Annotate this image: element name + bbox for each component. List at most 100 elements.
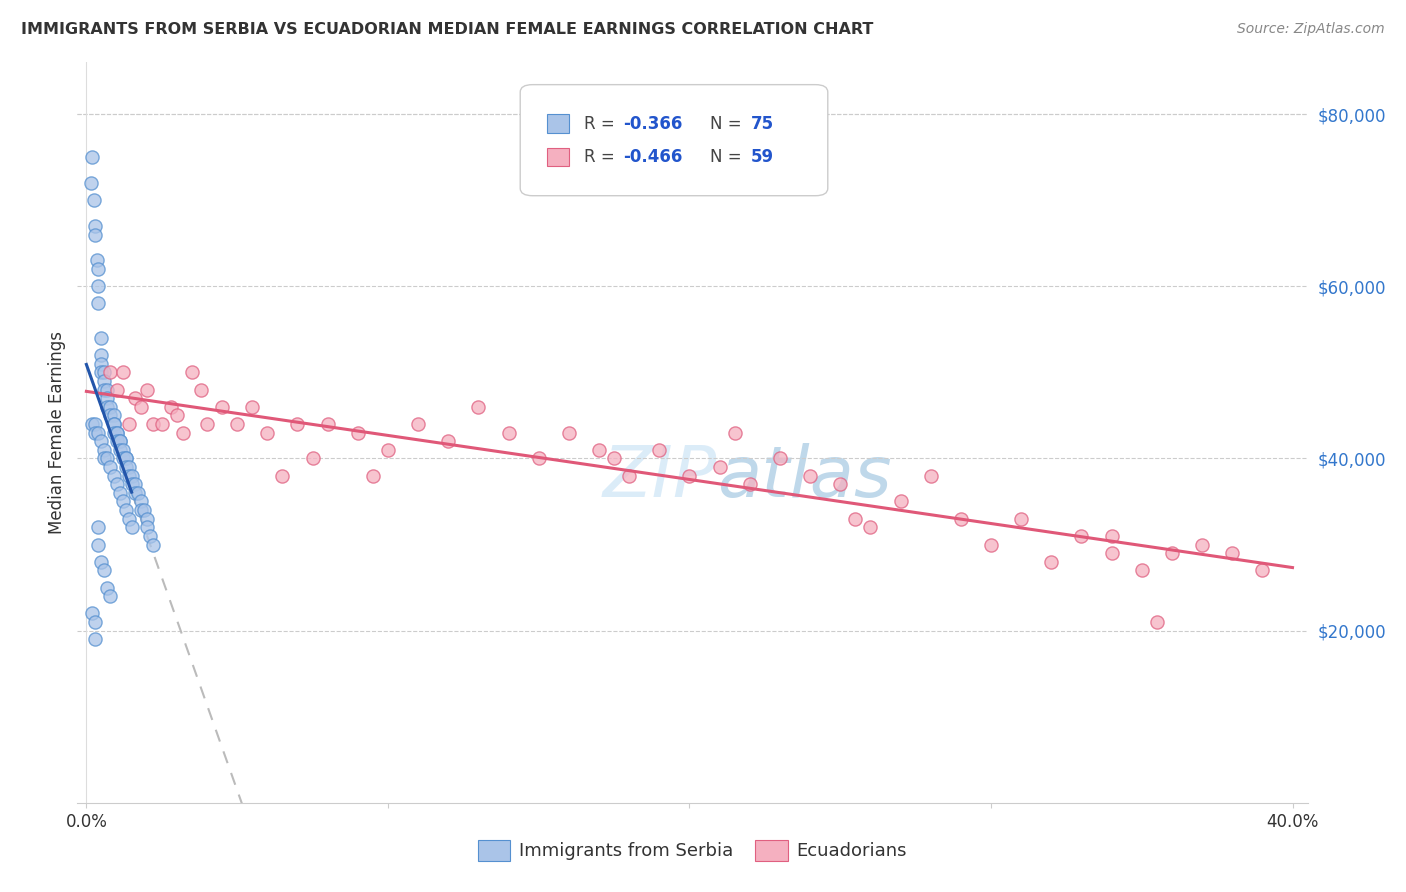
Point: [105, 425, 128, 440]
Point: [121, 477, 143, 491]
Point: [138, 529, 160, 543]
Point: [100, 409, 122, 423]
Text: R =: R =: [583, 114, 620, 133]
Point: [87, 537, 110, 551]
Point: [96, 383, 118, 397]
Point: [108, 434, 131, 449]
Point: [93, 563, 115, 577]
Point: [90, 555, 112, 569]
Point: [90, 348, 112, 362]
Point: [190, 383, 212, 397]
Point: [114, 451, 136, 466]
Point: [558, 425, 581, 440]
Point: [588, 442, 610, 457]
FancyBboxPatch shape: [520, 85, 828, 195]
Point: [271, 468, 294, 483]
Point: [111, 451, 134, 466]
Y-axis label: Median Female Earnings: Median Female Earnings: [48, 331, 66, 534]
Point: [129, 400, 152, 414]
Point: [87, 296, 110, 310]
Point: [108, 434, 131, 449]
Point: [84, 425, 107, 440]
Point: [100, 400, 122, 414]
Point: [799, 468, 821, 483]
Point: [87, 520, 110, 534]
Point: [377, 442, 399, 457]
Point: [103, 409, 125, 423]
Point: [127, 486, 149, 500]
Point: [949, 512, 972, 526]
Point: [166, 409, 188, 423]
Point: [96, 400, 118, 414]
Text: R =: R =: [583, 148, 620, 166]
Point: [406, 417, 429, 431]
Point: [84, 632, 107, 647]
Point: [1191, 537, 1213, 551]
Point: [180, 365, 202, 379]
Point: [738, 477, 761, 491]
Point: [114, 451, 136, 466]
Point: [1160, 546, 1182, 560]
Point: [84, 219, 107, 233]
Point: [93, 365, 115, 379]
Text: Source: ZipAtlas.com: Source: ZipAtlas.com: [1237, 22, 1385, 37]
Point: [1146, 615, 1168, 629]
Text: 59: 59: [751, 148, 775, 166]
Point: [256, 425, 278, 440]
Point: [111, 442, 134, 457]
Point: [108, 442, 131, 457]
Point: [93, 451, 115, 466]
Point: [346, 425, 368, 440]
Point: [1251, 563, 1274, 577]
Point: [124, 486, 146, 500]
Legend: Immigrants from Serbia, Ecuadorians: Immigrants from Serbia, Ecuadorians: [471, 832, 914, 868]
Point: [124, 391, 146, 405]
Point: [105, 383, 128, 397]
Point: [527, 451, 550, 466]
Point: [889, 494, 911, 508]
Point: [96, 451, 118, 466]
Point: [80, 176, 103, 190]
Point: [93, 374, 115, 388]
Point: [301, 451, 323, 466]
Point: [100, 589, 122, 603]
Point: [603, 451, 626, 466]
Point: [103, 468, 125, 483]
Point: [1010, 512, 1032, 526]
Point: [859, 520, 882, 534]
Point: [114, 503, 136, 517]
Point: [132, 503, 155, 517]
Text: 75: 75: [751, 114, 775, 133]
Point: [1040, 555, 1063, 569]
Point: [769, 451, 792, 466]
Text: ZIP: ZIP: [603, 442, 717, 511]
Point: [240, 400, 263, 414]
Point: [135, 520, 157, 534]
Text: N =: N =: [710, 148, 747, 166]
Point: [678, 468, 700, 483]
Point: [1101, 546, 1123, 560]
Point: [86, 253, 108, 268]
Point: [111, 494, 134, 508]
Point: [90, 357, 112, 371]
Point: [93, 383, 115, 397]
Point: [648, 442, 671, 457]
Point: [124, 477, 146, 491]
Point: [1070, 529, 1092, 543]
FancyBboxPatch shape: [547, 114, 569, 133]
Point: [108, 486, 131, 500]
Point: [467, 400, 489, 414]
Point: [114, 460, 136, 475]
Point: [135, 512, 157, 526]
Text: -0.466: -0.466: [623, 148, 682, 166]
Point: [105, 477, 128, 491]
Point: [100, 460, 122, 475]
Point: [1130, 563, 1153, 577]
Point: [172, 425, 194, 440]
Point: [1220, 546, 1243, 560]
Point: [93, 442, 115, 457]
Point: [117, 468, 139, 483]
Point: [87, 425, 110, 440]
Point: [87, 279, 110, 293]
Point: [135, 383, 157, 397]
